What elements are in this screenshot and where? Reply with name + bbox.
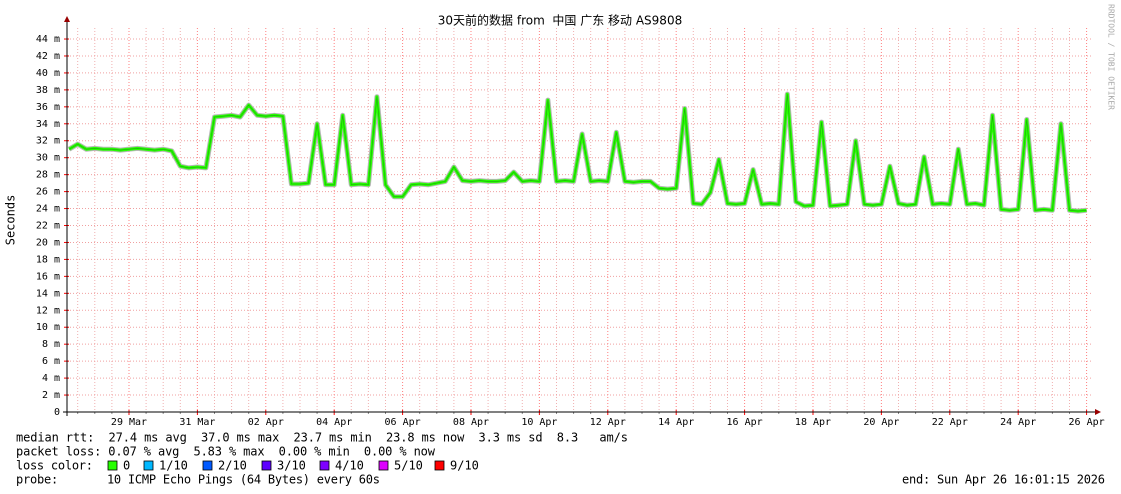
y-tick-label: 42 m	[36, 51, 60, 62]
loss-color-swatch	[143, 460, 154, 471]
y-tick-label: 2 m	[42, 390, 60, 401]
x-tick-label: 18 Apr	[795, 417, 831, 428]
median-rtt: median rtt: 27.4 ms avg 37.0 ms max 23.7…	[16, 431, 628, 445]
chart-title: 30天前的数据 from 中国 广东 移动 AS9808	[438, 13, 682, 28]
loss-color-label: 4/10	[335, 459, 364, 473]
loss-color-label: 3/10	[277, 459, 306, 473]
y-axis-label: Seconds	[4, 195, 18, 246]
loss-color-label: 9/10	[450, 459, 479, 473]
loss-color-label: loss color:	[16, 459, 93, 473]
side-text: RRDTOOL / TOBI OETIKER	[1107, 4, 1116, 110]
x-tick-label: 08 Apr	[453, 417, 489, 428]
packet-loss: packet loss: 0.07 % avg 5.83 % max 0.00 …	[16, 445, 436, 459]
y-tick-label: 44 m	[36, 34, 60, 45]
y-tick-label: 0	[54, 407, 60, 418]
loss-color-swatch	[319, 460, 330, 471]
x-tick-label: 20 Apr	[863, 417, 899, 428]
loss-color-swatch	[261, 460, 272, 471]
end-time: end: Sun Apr 26 16:01:15 2026	[902, 473, 1105, 487]
y-tick-label: 32 m	[36, 136, 60, 147]
probe: probe: 10 ICMP Echo Pings (64 Bytes) eve…	[16, 473, 380, 487]
y-tick-label: 26 m	[36, 187, 60, 198]
loss-color-swatch	[378, 460, 389, 471]
x-tick-label: 10 Apr	[521, 417, 557, 428]
y-tick-label: 30 m	[36, 153, 60, 164]
x-axis-arrow	[1095, 409, 1101, 415]
x-tick-label: 24 Apr	[1000, 417, 1036, 428]
y-tick-label: 14 m	[36, 288, 60, 299]
x-tick-label: 16 Apr	[727, 417, 763, 428]
y-tick-label: 18 m	[36, 254, 60, 265]
x-tick-label: 29 Mar	[111, 417, 147, 428]
y-tick-label: 20 m	[36, 237, 60, 248]
loss-color-label: 0	[123, 459, 130, 473]
y-tick-label: 40 m	[36, 68, 60, 79]
y-tick-label: 22 m	[36, 221, 60, 232]
loss-color-swatch	[202, 460, 213, 471]
y-tick-label: 38 m	[36, 85, 60, 96]
x-tick-label: 02 Apr	[248, 417, 284, 428]
y-tick-label: 28 m	[36, 170, 60, 181]
x-tick-label: 31 Mar	[179, 417, 215, 428]
x-tick-label: 22 Apr	[932, 417, 968, 428]
loss-color-swatch	[434, 460, 445, 471]
y-tick-label: 10 m	[36, 322, 60, 333]
loss-color-label: 1/10	[159, 459, 188, 473]
x-tick-label: 06 Apr	[385, 417, 421, 428]
y-tick-label: 16 m	[36, 271, 60, 282]
y-tick-label: 4 m	[42, 373, 60, 384]
loss-color-label: 5/10	[394, 459, 423, 473]
median-core	[68, 94, 1087, 212]
x-tick-label: 26 Apr	[1069, 417, 1105, 428]
y-axis-arrow	[64, 16, 70, 22]
y-tick-label: 12 m	[36, 305, 60, 316]
y-tick-label: 24 m	[36, 204, 60, 215]
x-tick-label: 04 Apr	[316, 417, 352, 428]
y-tick-label: 6 m	[42, 356, 60, 367]
loss-color-swatch	[107, 460, 118, 471]
loss-color-label: 2/10	[218, 459, 247, 473]
y-tick-label: 36 m	[36, 102, 60, 113]
y-tick-label: 8 m	[42, 339, 60, 350]
x-tick-label: 12 Apr	[590, 417, 626, 428]
x-tick-label: 14 Apr	[658, 417, 694, 428]
y-tick-label: 34 m	[36, 119, 60, 130]
